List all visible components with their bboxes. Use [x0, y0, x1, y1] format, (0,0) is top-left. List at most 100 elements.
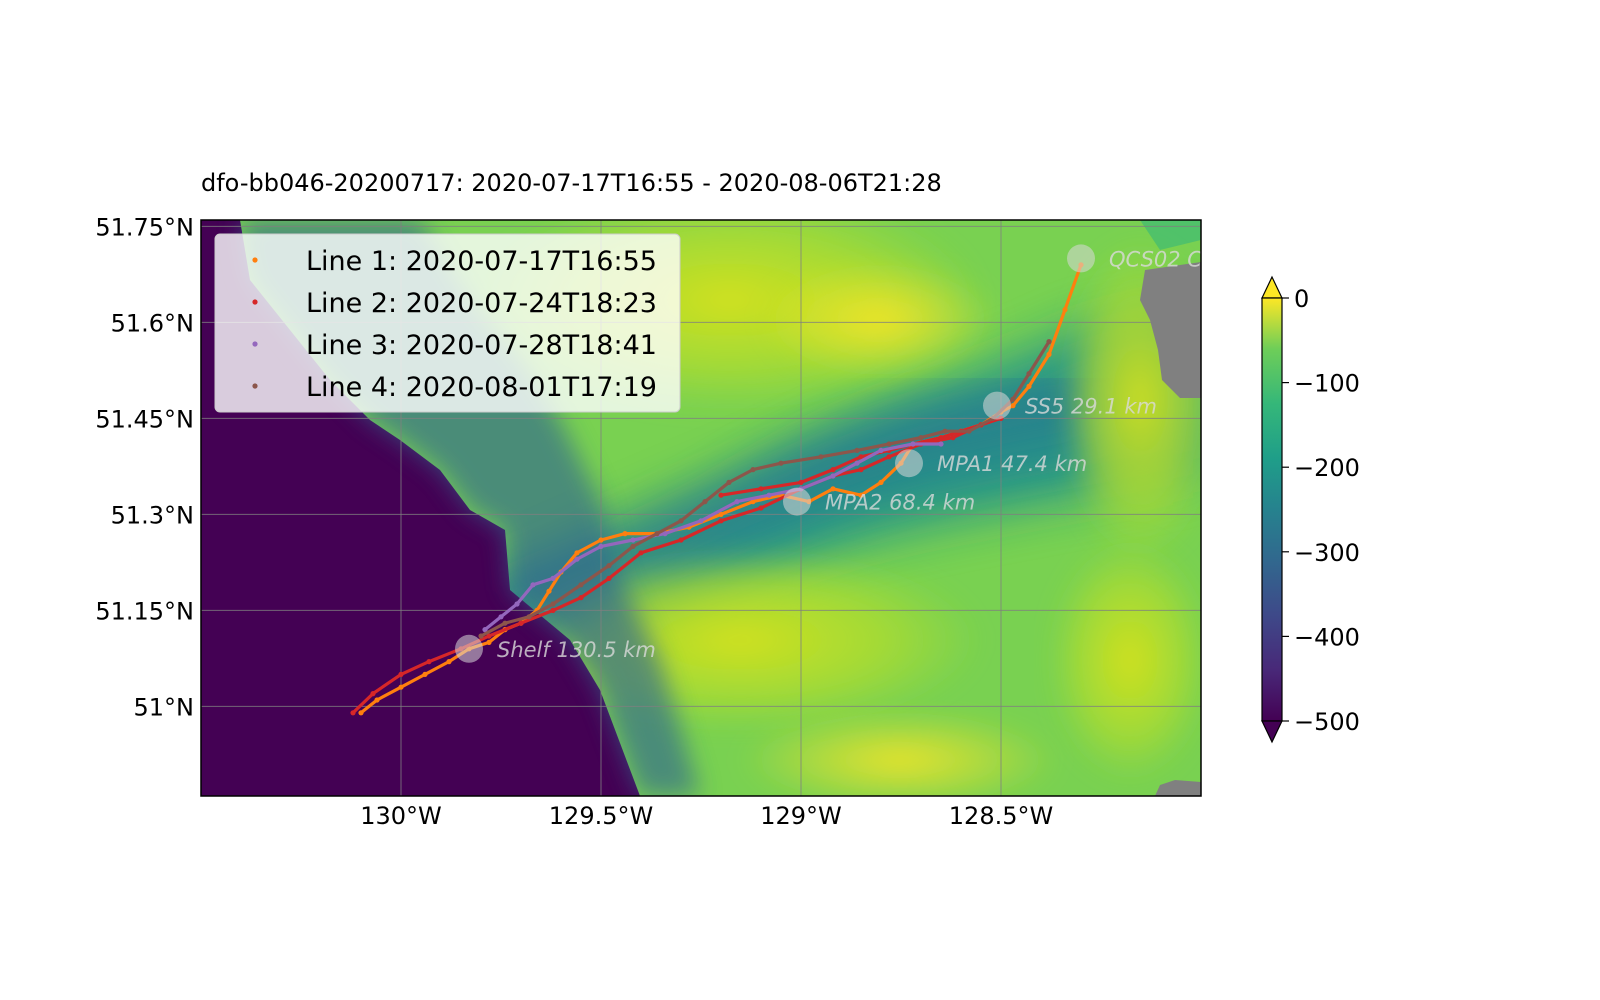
- track-point: [518, 620, 524, 626]
- track-line-3: [482, 441, 944, 633]
- x-tick-label: 130°W: [360, 802, 442, 830]
- track-point: [830, 473, 836, 479]
- track-point: [1010, 396, 1016, 402]
- colorbar-ramp: [1261, 297, 1283, 722]
- track-point: [858, 454, 864, 460]
- track-point: [830, 467, 836, 473]
- station-label: SS5 29.1 km: [1025, 395, 1157, 419]
- track-point: [678, 537, 684, 543]
- station-marker: [983, 391, 1011, 420]
- track-point: [398, 684, 404, 690]
- track-point: [750, 467, 756, 473]
- track-point: [878, 447, 884, 453]
- track-point: [606, 575, 612, 582]
- track-point: [358, 710, 364, 716]
- y-tick-label: 51.45°N: [95, 405, 194, 433]
- track-point: [350, 710, 356, 716]
- track-point: [938, 441, 944, 447]
- track-point: [830, 486, 836, 492]
- legend-label: Line 2: 2020-07-24T18:23: [306, 288, 657, 319]
- track-point: [854, 460, 860, 466]
- track-point: [702, 499, 708, 505]
- glider-tracks: [350, 262, 1084, 716]
- track-point: [1010, 403, 1016, 409]
- track-point: [422, 671, 428, 678]
- map-frame: [200, 219, 1202, 797]
- legend-entry-2: Line 2: 2020-07-24T18:23: [252, 288, 657, 319]
- station-QCS01: QCS02 C: [1067, 244, 1202, 273]
- track-point: [950, 435, 956, 441]
- legend-label: Line 4: 2020-08-01T17:19: [306, 372, 657, 403]
- bathymetry-map: [201, 220, 1201, 796]
- track-point: [1046, 351, 1052, 357]
- colorbar-extend-max: [1261, 275, 1283, 299]
- colorbar: 0 −100 −200 −300 −400 −500: [1261, 275, 1360, 744]
- track-point: [486, 633, 492, 639]
- track-point: [514, 601, 520, 607]
- legend-label: Line 3: 2020-07-28T18:41: [306, 330, 657, 361]
- track-point: [574, 556, 580, 562]
- track-point: [486, 639, 492, 646]
- track-point: [798, 479, 804, 485]
- station-label: MPA1 47.4 km: [937, 452, 1087, 476]
- track-point: [886, 441, 892, 447]
- station-label: MPA2 68.4 km: [825, 491, 975, 515]
- track-point: [778, 460, 784, 466]
- station-label: QCS02 C: [1109, 247, 1202, 271]
- colorbar-tick-label: 0: [1294, 285, 1309, 313]
- track-point: [966, 428, 972, 434]
- station-label: Shelf 130.5 km: [497, 638, 656, 662]
- track-point: [1046, 339, 1052, 345]
- colorbar-tick-label: −300: [1294, 539, 1360, 567]
- station-marker: [895, 449, 923, 478]
- track-point: [638, 550, 644, 556]
- track-point: [426, 659, 432, 665]
- track-point: [578, 595, 584, 601]
- track-point: [942, 428, 948, 434]
- legend-marker: [252, 299, 258, 305]
- track-point: [530, 582, 536, 588]
- track-path: [483, 442, 943, 632]
- track-point: [630, 537, 636, 543]
- track-point: [1062, 307, 1068, 313]
- y-tick-label: 51.6°N: [111, 309, 194, 337]
- track-point: [550, 607, 556, 614]
- y-tick-label: 51°N: [134, 693, 195, 721]
- track-point: [598, 537, 604, 543]
- track-point: [726, 479, 732, 485]
- track-point: [370, 691, 376, 697]
- station-marker: [455, 634, 483, 663]
- track-point: [598, 543, 604, 550]
- track-line-4: [478, 339, 1052, 639]
- track-point: [854, 447, 860, 453]
- station-marker: [783, 487, 811, 516]
- track-point: [766, 492, 772, 498]
- legend-box: [214, 233, 681, 413]
- track-point: [622, 531, 628, 537]
- track-point: [938, 435, 944, 441]
- legend-marker: [252, 383, 258, 389]
- track-point: [758, 505, 764, 511]
- station-marker: [1067, 244, 1095, 273]
- track-point: [374, 697, 380, 703]
- colorbar-tick-label: −500: [1294, 708, 1360, 736]
- x-tick-label: 129°W: [760, 802, 842, 830]
- legend-label: Line 1: 2020-07-17T16:55: [306, 246, 657, 277]
- track-point: [550, 601, 556, 607]
- track-point: [878, 479, 884, 485]
- track-point: [886, 454, 892, 460]
- y-tick-label: 51.75°N: [95, 213, 194, 241]
- station-MPA2: MPA2 68.4 km: [783, 487, 975, 516]
- track-point: [398, 671, 404, 678]
- track-point: [758, 486, 764, 492]
- y-tick-label: 51.3°N: [111, 501, 194, 529]
- legend-marker: [252, 341, 258, 347]
- track-point: [546, 588, 552, 594]
- y-tick-label: 51.15°N: [95, 597, 194, 625]
- station-Shelf: Shelf 130.5 km: [455, 634, 656, 663]
- legend-marker: [252, 257, 258, 263]
- track-point: [502, 620, 508, 626]
- track-point: [478, 633, 484, 639]
- colorbar-tick-label: −400: [1294, 623, 1360, 651]
